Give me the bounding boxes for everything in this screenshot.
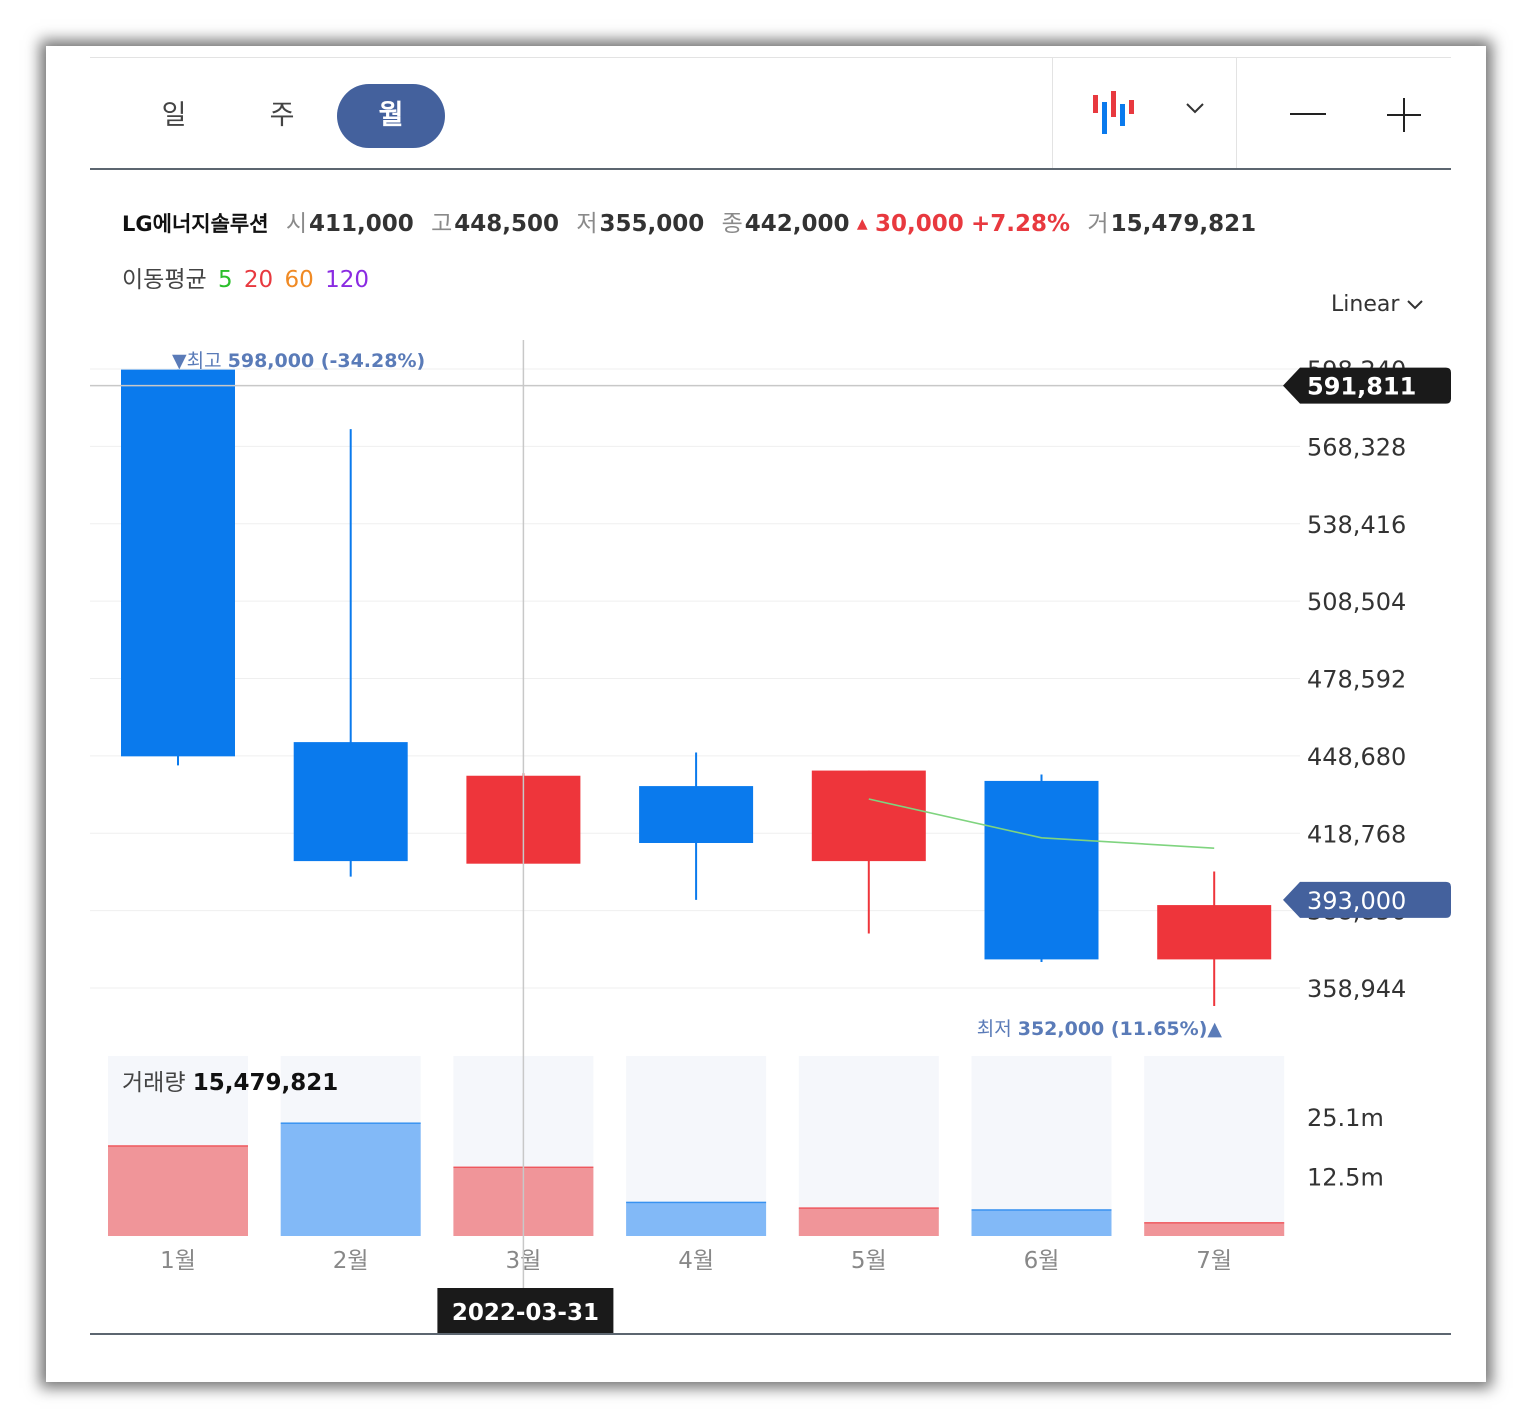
ma-120: 120 [325, 267, 369, 293]
current-price-label: 393,000 [1307, 887, 1406, 915]
low-value: 355,000 [599, 211, 705, 237]
moving-average-legend: 이동평균 5 20 60 120 [122, 260, 369, 294]
ma-60: 60 [284, 267, 314, 293]
x-tick-label: 6월 [1024, 1248, 1060, 1274]
toolbar-separator [1236, 58, 1237, 168]
candle-body [293, 742, 408, 862]
x-tick-label: 2월 [333, 1248, 369, 1274]
crosshair-date-tag [437, 1288, 614, 1334]
volume-value: 15,479,821 [1110, 211, 1257, 237]
y-tick-label: 568,328 [1307, 433, 1406, 461]
candlestick-icon[interactable] [1088, 88, 1148, 138]
current-price-tag [1283, 881, 1451, 918]
candle-body [984, 780, 1099, 960]
close-label: 종 [721, 211, 743, 237]
toolbar-separator [1052, 58, 1053, 168]
change-percent: +7.28% [971, 211, 1071, 237]
candle-body [811, 770, 926, 862]
ma-label: 이동평균 [122, 267, 207, 293]
ma-5: 5 [217, 267, 233, 293]
ma-20: 20 [243, 267, 274, 293]
change-value: 30,000 [874, 211, 964, 237]
open-label: 시 [285, 211, 308, 237]
volume-column-bg [971, 1056, 1112, 1236]
period-month-tab[interactable]: 월 [337, 84, 445, 148]
volume-bar [108, 1145, 248, 1236]
candle-body [121, 369, 235, 757]
high-value: 448,500 [454, 211, 560, 237]
scale-dropdown[interactable]: Linear [1331, 292, 1424, 317]
min-price-value: 352,000 (11.65%)▲ [1018, 1018, 1223, 1040]
change-arrow: ▲ [856, 216, 868, 232]
y-tick-label: 538,416 [1307, 511, 1406, 539]
top-divider [90, 57, 1451, 58]
crosshair-date-label: 2022-03-31 [452, 1300, 599, 1326]
bottom-divider [90, 1333, 1451, 1335]
crosshair-price-label: 591,811 [1307, 373, 1416, 401]
x-tick-label: 4월 [678, 1248, 714, 1274]
high-label: 고 [431, 211, 453, 237]
volume-bar [1144, 1222, 1285, 1236]
volume-bar [798, 1208, 939, 1236]
x-tick-label: 5월 [851, 1248, 887, 1274]
y-tick-label: 508,504 [1307, 588, 1406, 616]
period-week-tab[interactable]: 주 [269, 100, 295, 131]
y-tick-label: 418,768 [1307, 820, 1406, 848]
volume-label: 거 [1087, 211, 1109, 237]
ohlc-info: LG에너지솔루션 시411,000 고448,500 저355,000 종442… [122, 204, 1256, 238]
volume-legend-value: 15,479,821 [193, 1070, 339, 1096]
open-value: 411,000 [309, 211, 414, 237]
volume-bar [626, 1202, 767, 1236]
volume-tick-label: 12.5m [1307, 1164, 1384, 1192]
volume-bar [971, 1209, 1112, 1236]
period-day-tab[interactable]: 일 [161, 100, 187, 131]
crosshair-price-tag [1283, 367, 1451, 404]
volume-legend: 거래량 15,479,821 [122, 1070, 338, 1096]
low-label: 저 [576, 211, 598, 237]
max-price-label: ▼최고 598,000 (-34.28%) [172, 350, 425, 372]
plus-icon[interactable] [1385, 96, 1423, 134]
x-tick-label: 1월 [160, 1248, 196, 1274]
chevron-down-icon [1407, 300, 1424, 310]
y-tick-label: 358,944 [1307, 975, 1406, 1003]
min-price-prefix: 최저 [977, 1018, 1018, 1040]
volume-tick-label: 25.1m [1307, 1104, 1384, 1132]
y-tick-label: 478,592 [1307, 666, 1406, 694]
candle-body [639, 786, 754, 843]
max-price-value: 598,000 (-34.28%) [228, 350, 426, 372]
volume-bar [280, 1123, 421, 1236]
chevron-down-icon[interactable] [1184, 98, 1206, 118]
scale-label: Linear [1331, 292, 1400, 317]
toolbar-divider [90, 168, 1451, 170]
candle-body [1157, 905, 1272, 960]
ma5-line [868, 798, 1215, 849]
min-price-label: 최저 352,000 (11.65%)▲ [977, 1018, 1223, 1040]
volume-column-bg [798, 1056, 939, 1236]
stock-name: LG에너지솔루션 [122, 212, 269, 236]
x-tick-label: 7월 [1196, 1248, 1232, 1274]
y-tick-label: 448,680 [1307, 743, 1406, 771]
minus-icon[interactable] [1288, 98, 1328, 130]
volume-column-bg [1144, 1056, 1285, 1236]
volume-legend-label: 거래량 [122, 1070, 193, 1096]
close-value: 442,000 [744, 211, 850, 237]
max-price-prefix: ▼최고 [172, 350, 228, 372]
